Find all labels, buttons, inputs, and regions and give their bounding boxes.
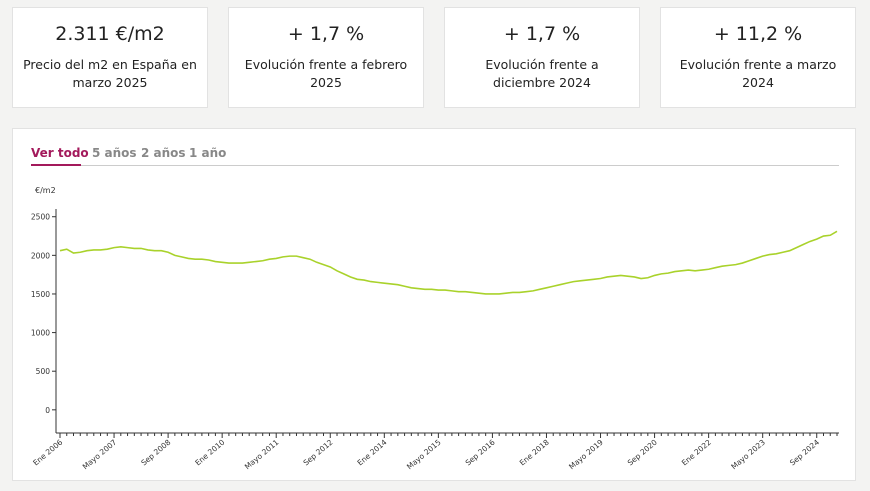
stat-value: + 1,7 % [503,23,581,45]
x-tick-label: Ene 2022 [680,437,713,467]
y-tick-label: 2000 [31,251,50,260]
y-tick-label: 500 [36,367,51,376]
stat-value: + 1,7 % [287,23,365,45]
stat-label: Evolución frente a febrero 2025 [244,57,408,90]
stat-label: Evolución frente a diciembre 2024 [485,57,599,90]
x-tick-label: Sep 2008 [139,437,172,467]
stat-card: + 11,2 % Evolución frente a marzo 2024 [660,7,856,108]
x-tick-label: Ene 2006 [31,437,64,467]
x-tick-label: Sep 2016 [464,437,497,467]
tab-rule [31,165,839,166]
x-tick-label: Ene 2010 [193,437,226,467]
stat-label: Precio del m2 en España en marzo 2025 [23,57,197,90]
y-axis-label: €/m2 [35,186,56,195]
x-tick-label: Mayo 2023 [729,437,767,471]
chart: €/m2 0 500 1000 1500 2000 2500 Ene 2006 Mayo 200… [31,186,839,471]
y-tick-label: 2500 [31,213,50,222]
y-tick-label: 1500 [31,290,50,299]
tab[interactable]: 2 años [141,146,186,160]
y-tick-label: 0 [45,406,50,415]
tab[interactable]: Ver todo [31,146,89,160]
x-tick-label: Ene 2014 [356,437,389,467]
stat-card: 2.311 €/m2 Precio del m2 en España en mar… [12,7,208,108]
chart-panel: €/m2 0 500 1000 1500 2000 2500 Ene 2006 Mayo 200… [12,128,856,481]
y-tick-label: 1000 [31,329,50,338]
x-tick-label: Sep 2024 [788,437,821,467]
price-line [59,230,838,295]
stat-card: + 1,7 % Evolución frente a febrero 2025 [228,7,424,108]
tab-underline [31,164,81,166]
x-tick-label: Mayo 2011 [243,437,281,471]
stat-value: 2.311 €/m2 [55,23,165,45]
x-tick-label: Mayo 2007 [81,437,119,471]
tab[interactable]: 1 año [189,146,227,160]
x-tick-label: Ene 2018 [518,437,551,467]
x-tick-label: Mayo 2015 [405,437,443,471]
stat-label: Evolución frente a marzo 2024 [679,57,837,90]
x-tick-label: Mayo 2019 [567,437,605,471]
tab[interactable]: 5 años [92,146,137,160]
stat-card: + 1,7 % Evolución frente a diciembre 2024 [444,7,640,108]
stat-value: + 11,2 % [713,23,803,45]
x-tick-label: Sep 2012 [301,437,334,467]
x-tick-label: Sep 2020 [626,437,659,467]
